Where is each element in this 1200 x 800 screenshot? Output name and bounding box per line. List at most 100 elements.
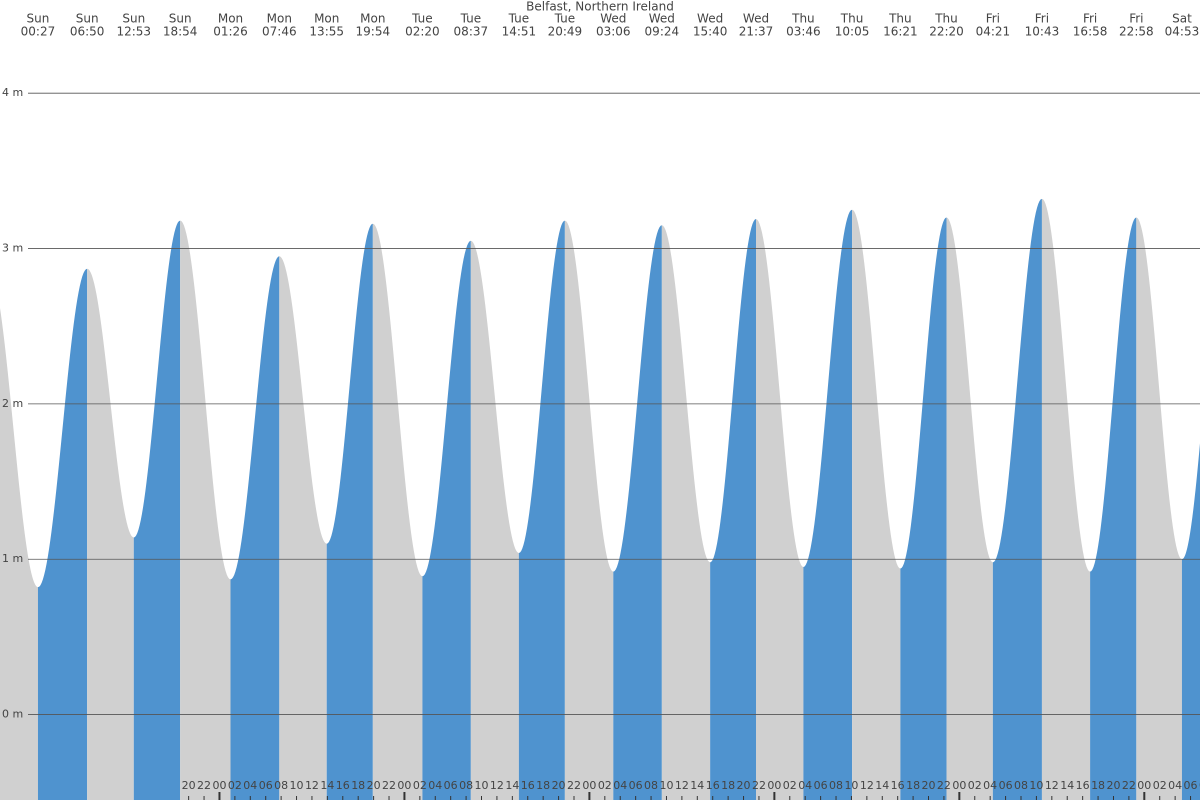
tide-area xyxy=(1181,443,1200,800)
extreme-time: 10:43 xyxy=(1025,25,1060,39)
hour-label: 00 xyxy=(582,779,596,792)
tide-area xyxy=(803,209,853,800)
extreme-day: Wed xyxy=(743,12,769,26)
extreme-day: Mon xyxy=(218,12,243,26)
hour-label: 18 xyxy=(721,779,735,792)
hour-label: 00 xyxy=(397,779,411,792)
tide-area xyxy=(230,256,280,800)
extreme-time: 09:24 xyxy=(645,25,680,39)
hour-label: 06 xyxy=(814,779,828,792)
extreme-day: Thu xyxy=(888,12,912,26)
tide-area xyxy=(279,256,327,800)
chart-title: Belfast, Northern Ireland xyxy=(526,0,674,14)
extreme-time: 10:05 xyxy=(835,25,870,39)
hour-label: 10 xyxy=(1029,779,1043,792)
tide-area xyxy=(992,198,1042,800)
hour-label: 22 xyxy=(937,779,951,792)
extreme-time: 04:21 xyxy=(976,25,1011,39)
hour-label: 20 xyxy=(737,779,751,792)
hour-label: 04 xyxy=(428,779,442,792)
extreme-time: 19:54 xyxy=(356,25,391,39)
hour-label: 14 xyxy=(1060,779,1074,792)
extreme-day: Wed xyxy=(649,12,675,26)
hour-label: 00 xyxy=(767,779,781,792)
extreme-time: 12:53 xyxy=(116,25,151,39)
hour-label: 02 xyxy=(228,779,242,792)
y-tick-label: 1 m xyxy=(2,552,23,565)
hour-label: 22 xyxy=(752,779,766,792)
y-tick-label: 4 m xyxy=(2,86,23,99)
extreme-time: 07:46 xyxy=(262,25,297,39)
extreme-day: Fri xyxy=(1035,12,1049,26)
tide-area xyxy=(87,268,134,800)
tide-area xyxy=(900,217,947,800)
extreme-time: 20:49 xyxy=(548,25,583,39)
hour-label: 14 xyxy=(875,779,889,792)
hour-label: 04 xyxy=(798,779,812,792)
extreme-day: Sun xyxy=(122,12,145,26)
extreme-day: Thu xyxy=(840,12,864,26)
hour-label: 10 xyxy=(475,779,489,792)
extreme-time: 22:58 xyxy=(1119,25,1154,39)
extreme-time: 22:20 xyxy=(929,25,964,39)
tide-area xyxy=(1090,217,1137,800)
tide-area xyxy=(422,240,471,800)
hour-label: 20 xyxy=(922,779,936,792)
extreme-day: Sun xyxy=(169,12,192,26)
extreme-day: Thu xyxy=(934,12,958,26)
tide-area xyxy=(518,220,565,800)
hour-label: 22 xyxy=(197,779,211,792)
tide-area xyxy=(1136,217,1182,800)
hour-label: 16 xyxy=(521,779,535,792)
tide-area xyxy=(372,223,423,800)
extreme-time: 14:51 xyxy=(502,25,537,39)
hour-label: 06 xyxy=(1184,779,1198,792)
hour-label: 14 xyxy=(505,779,519,792)
hour-label: 00 xyxy=(1137,779,1151,792)
extreme-day: Tue xyxy=(460,12,482,26)
hour-label: 20 xyxy=(552,779,566,792)
hour-label: 10 xyxy=(659,779,673,792)
extreme-time: 15:40 xyxy=(693,25,728,39)
hour-label: 20 xyxy=(367,779,381,792)
hour-label: 08 xyxy=(274,779,288,792)
hour-label: 10 xyxy=(844,779,858,792)
tide-area xyxy=(133,220,181,800)
hour-label: 16 xyxy=(891,779,905,792)
hour-label: 06 xyxy=(999,779,1013,792)
tide-area xyxy=(756,219,804,800)
hour-label: 12 xyxy=(675,779,689,792)
extreme-time: 16:58 xyxy=(1073,25,1108,39)
tide-area xyxy=(661,225,711,800)
hour-label: 20 xyxy=(1106,779,1120,792)
hour-label: 16 xyxy=(1076,779,1090,792)
hour-label: 02 xyxy=(783,779,797,792)
extreme-time: 18:54 xyxy=(163,25,198,39)
extreme-day: Mon xyxy=(314,12,339,26)
hour-label: 18 xyxy=(906,779,920,792)
extreme-time: 06:50 xyxy=(70,25,105,39)
y-tick-label: 0 m xyxy=(2,708,23,721)
extreme-time: 00:27 xyxy=(21,25,56,39)
tide-area xyxy=(946,217,993,800)
hour-label: 02 xyxy=(968,779,982,792)
hour-label: 08 xyxy=(829,779,843,792)
hour-label: 08 xyxy=(644,779,658,792)
hour-label: 22 xyxy=(567,779,581,792)
tide-area xyxy=(326,223,373,800)
hour-label: 16 xyxy=(336,779,350,792)
hour-label: 14 xyxy=(320,779,334,792)
hour-label: 12 xyxy=(1045,779,1059,792)
hour-label: 14 xyxy=(690,779,704,792)
tide-area xyxy=(1041,198,1091,800)
y-tick-label: 3 m xyxy=(2,242,23,255)
hour-label: 06 xyxy=(259,779,273,792)
tide-area xyxy=(613,225,662,800)
extreme-day: Fri xyxy=(1083,12,1097,26)
hour-label: 02 xyxy=(413,779,427,792)
hour-label: 08 xyxy=(1199,779,1200,792)
extreme-day: Wed xyxy=(600,12,626,26)
hour-label: 22 xyxy=(382,779,396,792)
hour-label: 08 xyxy=(1014,779,1028,792)
